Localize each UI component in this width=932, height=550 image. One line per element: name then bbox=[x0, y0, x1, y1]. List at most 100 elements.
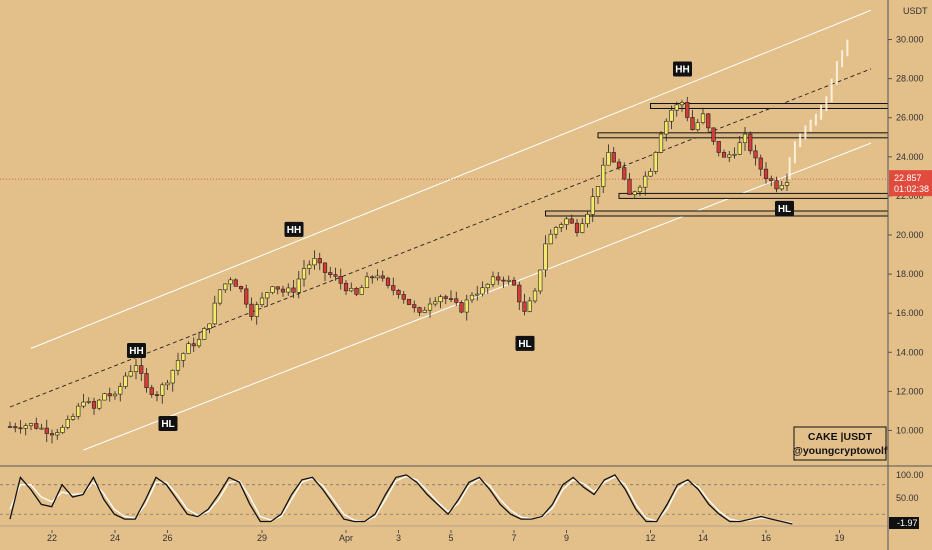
candle-body bbox=[417, 307, 422, 313]
candle-body bbox=[118, 386, 123, 395]
candle-body bbox=[13, 426, 18, 429]
candle-body bbox=[784, 182, 790, 186]
candle-body bbox=[564, 218, 569, 225]
candle-body bbox=[254, 304, 259, 317]
candle-body bbox=[202, 328, 207, 340]
projected-bar bbox=[820, 105, 823, 120]
candlesticks bbox=[7, 96, 790, 444]
x-tick-label: 3 bbox=[396, 533, 401, 543]
y-axis-ticks: 30.00028.00026.00024.00022.00020.00018.0… bbox=[888, 35, 924, 435]
candle-body bbox=[349, 288, 354, 292]
main-pane-bg bbox=[0, 0, 888, 466]
candle-body bbox=[427, 303, 433, 311]
candle-body bbox=[49, 433, 55, 436]
projected-bar bbox=[830, 78, 833, 103]
candle-body bbox=[81, 401, 86, 407]
candle-body bbox=[742, 133, 748, 144]
candle-body bbox=[154, 394, 160, 396]
pivot-tag-box bbox=[775, 200, 794, 216]
y-tick-label: 14.000 bbox=[896, 347, 924, 357]
candle-body bbox=[522, 301, 527, 312]
candle-body bbox=[637, 186, 643, 193]
candle-body bbox=[700, 113, 706, 123]
candle-body bbox=[727, 154, 732, 158]
candle-body bbox=[490, 276, 496, 285]
candle-body bbox=[370, 276, 375, 279]
y-tick-label: 10.000 bbox=[896, 425, 924, 435]
projected-bar bbox=[804, 125, 807, 140]
candle-body bbox=[249, 303, 254, 317]
projected-bars bbox=[788, 39, 849, 180]
y-tick-label: 28.000 bbox=[896, 74, 924, 84]
projected-bar bbox=[809, 119, 812, 132]
candle-body bbox=[685, 102, 690, 118]
x-tick-label: 7 bbox=[511, 533, 516, 543]
candle-body bbox=[406, 298, 412, 305]
candle-body bbox=[627, 178, 632, 195]
candle-body bbox=[763, 168, 769, 179]
candle-body bbox=[532, 290, 538, 302]
candle-body bbox=[527, 300, 532, 312]
candle-body bbox=[580, 223, 585, 233]
x-tick-label: 24 bbox=[110, 533, 120, 543]
candle-body bbox=[396, 289, 401, 295]
candle-body bbox=[270, 286, 275, 293]
candle-body bbox=[343, 282, 349, 292]
candle-body bbox=[39, 427, 44, 430]
candle-body bbox=[296, 278, 301, 293]
oscillator-axis: 100.00 50.00 -1.97 bbox=[889, 470, 924, 529]
x-tick-label: 16 bbox=[761, 533, 771, 543]
candle-body bbox=[496, 276, 501, 281]
candle-body bbox=[244, 288, 249, 305]
pivot-tag-label: HL bbox=[161, 419, 174, 430]
candle-body bbox=[664, 120, 669, 135]
candle-body bbox=[322, 262, 328, 273]
candle-body bbox=[748, 133, 753, 152]
candle-body bbox=[301, 268, 307, 280]
candle-body bbox=[695, 122, 700, 131]
candle-body bbox=[454, 298, 459, 303]
candle-body bbox=[233, 279, 238, 287]
candle-body bbox=[506, 279, 511, 282]
candle-body bbox=[648, 171, 653, 177]
candle-body bbox=[517, 284, 522, 303]
candle-body bbox=[18, 427, 23, 430]
candle-body bbox=[212, 302, 217, 325]
candle-body bbox=[585, 214, 590, 225]
x-tick-label: 12 bbox=[645, 533, 655, 543]
level-line bbox=[545, 210, 889, 217]
candle-body bbox=[191, 343, 196, 347]
watermark-line1: CAKE |USDT bbox=[808, 431, 873, 443]
x-tick-label: 14 bbox=[698, 533, 708, 543]
candle-body bbox=[123, 375, 128, 387]
candle-body bbox=[217, 289, 223, 304]
candle-body bbox=[622, 167, 627, 180]
x-tick-label: 26 bbox=[162, 533, 172, 543]
candle-body bbox=[34, 423, 39, 429]
candle-body bbox=[307, 264, 312, 269]
candle-body bbox=[643, 175, 648, 188]
candle-body bbox=[601, 164, 606, 187]
candle-body bbox=[480, 287, 485, 295]
candle-body bbox=[779, 185, 784, 190]
candle-body bbox=[469, 294, 475, 301]
x-tick-label: Apr bbox=[339, 533, 353, 543]
pivot-tag-box bbox=[515, 335, 535, 351]
candle-body bbox=[170, 369, 175, 384]
candle-body bbox=[286, 287, 291, 293]
candle-body bbox=[574, 222, 580, 233]
projected-bar bbox=[846, 39, 849, 57]
candle-body bbox=[632, 191, 637, 195]
candle-body bbox=[658, 133, 664, 153]
candle-body bbox=[144, 373, 149, 389]
candle-body bbox=[328, 272, 333, 275]
candle-body bbox=[674, 104, 679, 111]
candle-body bbox=[721, 152, 727, 158]
candle-body bbox=[548, 233, 553, 245]
candle-body bbox=[448, 298, 454, 300]
candle-body bbox=[669, 109, 674, 122]
candle-body bbox=[333, 274, 338, 277]
candle-body bbox=[501, 279, 506, 282]
candle-body bbox=[364, 276, 370, 288]
